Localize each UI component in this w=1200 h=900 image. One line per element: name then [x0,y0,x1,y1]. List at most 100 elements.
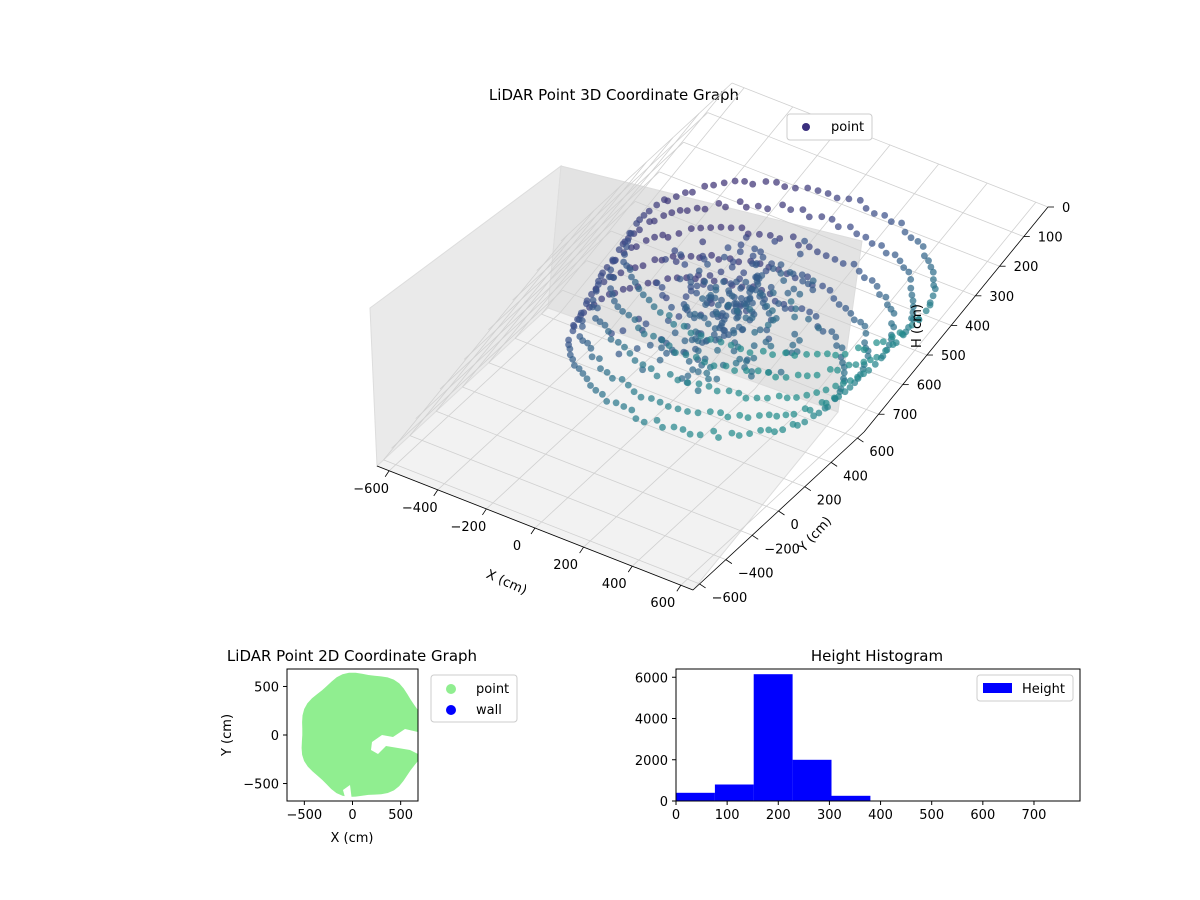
point-marker-3d [594,304,601,312]
point-marker-3d [818,399,826,406]
grid-left-y [514,113,700,339]
grid-floor-y [488,362,805,488]
point-marker-3d [718,319,726,327]
y-tick-label-3d: 400 [843,469,868,484]
point-marker-3d [676,207,684,214]
point-marker-3d [764,321,772,329]
point-marker-3d [675,313,683,320]
point-marker-3d [660,212,668,220]
point-marker-3d [587,382,594,389]
point-marker-3d [619,327,627,335]
y-tick-label-2d: 500 [254,680,279,695]
x-tick-label-hist: 500 [919,808,944,823]
point-marker-3d [838,344,846,352]
point-marker-3d [819,282,826,290]
point-marker-3d [642,320,650,328]
point-marker-3d [782,411,790,419]
point-marker-3d [809,286,817,294]
point-marker-3d [626,350,634,357]
chart-histogram: Height Histogram 0 100 200 300 400 500 600 7000… [635,647,1081,823]
point-marker-3d [619,308,626,315]
point-marker-3d [710,331,718,339]
histogram-bar [676,792,715,802]
point-marker-3d [729,258,737,266]
x-tick-label-hist: 300 [817,808,842,823]
point-marker-3d [769,307,776,314]
point-marker-3d [592,287,600,295]
y-tick-3d [830,462,838,467]
point-marker-3d [735,432,743,439]
point-marker-3d [702,301,709,308]
point-marker-3d [722,312,730,320]
point-marker-3d [777,269,785,277]
point-marker-3d [623,243,630,251]
point-marker-3d [600,278,608,286]
point-marker-3d [845,195,853,203]
point-marker-3d [677,251,685,259]
point-marker-3d [679,426,687,433]
point-marker-3d [751,245,759,253]
point-marker-3d [578,317,586,325]
point-marker-3d [898,219,905,227]
point-marker-3d [736,411,744,419]
grid-left-y [383,234,568,461]
point-marker-3d [631,316,639,323]
point-marker-3d [746,288,754,296]
point-marker-3d [919,243,927,250]
grid-back-x [559,87,745,314]
point-marker-3d [791,352,799,359]
point-marker-3d [793,394,800,401]
point-marker-3d [860,358,868,366]
point-marker-3d [929,292,937,300]
point-marker-3d [876,291,883,298]
point-marker-3d [751,328,759,336]
point-marker-3d [682,293,690,300]
point-marker-3d [715,200,723,207]
point-marker-3d [664,317,672,324]
point-marker-3d [714,301,722,309]
point-marker-3d [722,362,730,370]
point-marker-3d [640,330,648,338]
point-marker-3d [597,365,604,372]
point-marker-3d [701,278,709,286]
point-marker-3d [927,263,935,271]
point-marker-3d [724,413,732,421]
point-marker-3d [588,290,595,298]
point-marker-3d [648,395,655,402]
point-marker-3d [746,295,754,303]
x-tick-label-hist: 600 [970,808,995,823]
point-marker-3d [694,368,702,376]
z-tick-label-3d: 600 [917,379,942,394]
point-marker-3d [775,300,782,307]
legend-hist-frame [976,674,1074,702]
point-marker-3d [635,324,642,332]
point-marker-3d [792,305,800,313]
point-marker-3d [686,430,694,438]
point-marker-3d [579,323,586,330]
point-marker-3d [798,305,806,313]
point-marker-3d [855,267,863,275]
point-marker-3d [870,210,878,217]
y-tick-label-hist: 6000 [635,671,668,686]
point-marker-3d [742,203,750,211]
point-marker-3d [805,213,813,221]
point-marker-3d [743,357,750,365]
point-marker-3d [640,212,648,219]
point-marker-3d [628,273,635,281]
x-tick-label-3d: 200 [553,558,578,573]
point-marker-3d [684,379,692,387]
point-marker-3d [909,309,917,316]
point-marker-3d [824,190,832,197]
point-marker-3d [799,277,807,285]
x-tick-label-3d: 0 [513,539,521,554]
point-marker-3d [694,409,702,417]
point-marker-3d [626,266,634,273]
grid-floor-y [514,338,832,463]
point-marker-3d [692,353,700,361]
point-marker-3d [737,284,745,292]
point-marker-3d [681,337,689,345]
legend-hist-swatch [983,683,1012,693]
point-marker-3d [725,387,733,395]
ticks-2d: −500 −500 0 0 500 500 [243,680,413,823]
